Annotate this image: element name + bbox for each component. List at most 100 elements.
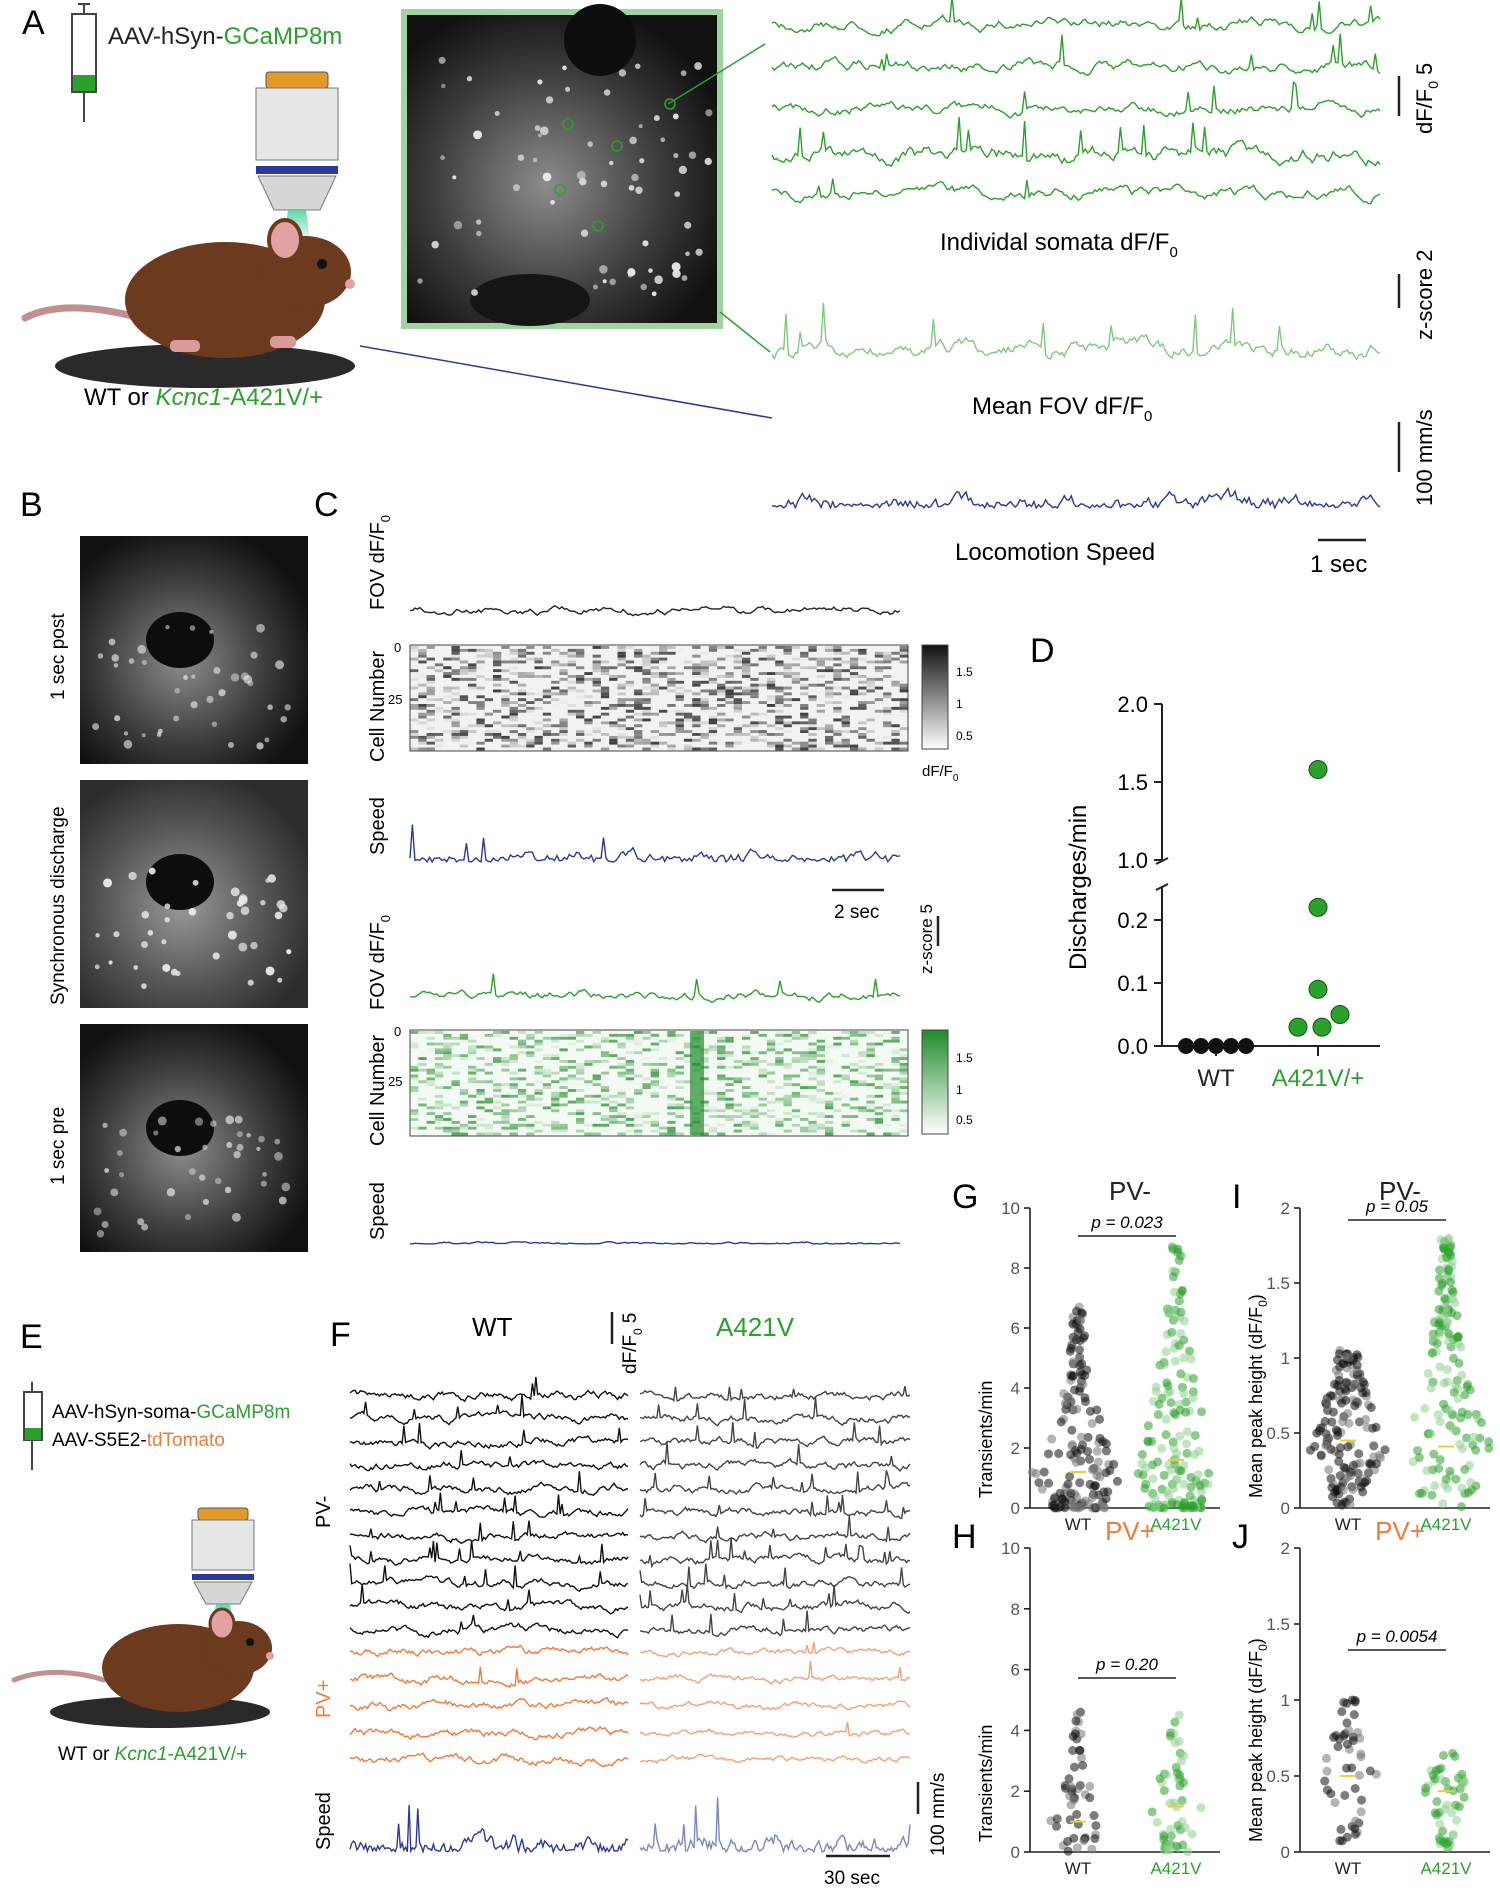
heat-cell bbox=[717, 742, 725, 745]
f-wt-pvplus-trace bbox=[349, 1696, 629, 1712]
heat-cell bbox=[517, 1031, 527, 1034]
heat-cell bbox=[426, 1106, 435, 1110]
heat-cell bbox=[617, 1112, 626, 1116]
panel-j-point bbox=[1340, 1790, 1350, 1800]
panel-i-point bbox=[1327, 1417, 1337, 1427]
heat-cell bbox=[800, 1126, 809, 1130]
cell-dot bbox=[265, 966, 275, 976]
cell-dot bbox=[156, 732, 162, 738]
heat-cell bbox=[476, 704, 485, 707]
heat-cell bbox=[584, 1132, 593, 1136]
heat-cell bbox=[617, 724, 626, 728]
panel-h-pvalue: p = 0.20 bbox=[1095, 1655, 1158, 1674]
panel-i-point bbox=[1410, 1412, 1420, 1422]
heat-cell bbox=[816, 1068, 825, 1072]
heat-cell bbox=[750, 1060, 759, 1063]
heat-cell bbox=[650, 744, 659, 748]
heat-cell bbox=[750, 686, 759, 690]
heat-cell bbox=[642, 712, 651, 716]
heat-cell bbox=[883, 695, 892, 699]
heat-cell bbox=[542, 1068, 552, 1072]
heat-cell bbox=[667, 747, 676, 751]
panel-j-point bbox=[1335, 1836, 1345, 1846]
c-cbar2-tick-2: 1 bbox=[956, 1083, 963, 1097]
panel-i-point bbox=[1362, 1422, 1372, 1432]
heat-cell bbox=[733, 1065, 742, 1069]
heat-cell bbox=[618, 748, 626, 751]
heat-cell bbox=[849, 672, 859, 675]
heat-cell bbox=[891, 1097, 900, 1101]
heat-cell bbox=[816, 1100, 825, 1104]
panel-i-point bbox=[1429, 1333, 1439, 1343]
heat-cell bbox=[493, 663, 502, 667]
heat-cell bbox=[476, 1098, 484, 1101]
heat-cell bbox=[426, 735, 435, 739]
heat-cell bbox=[825, 1115, 834, 1118]
panel-j-point bbox=[1334, 1734, 1344, 1744]
heat-cell bbox=[849, 666, 859, 670]
heat-cell bbox=[874, 677, 884, 681]
heat-cell bbox=[825, 730, 834, 733]
heat-cell bbox=[476, 721, 485, 725]
panel-g-point bbox=[1148, 1474, 1158, 1484]
cell-dot bbox=[230, 673, 240, 682]
heat-cell bbox=[858, 1071, 867, 1075]
heat-cell bbox=[742, 1115, 750, 1118]
heat-cell bbox=[493, 1057, 502, 1060]
heat-cell bbox=[426, 1112, 435, 1116]
heat-cell bbox=[692, 724, 701, 728]
d-point-wt bbox=[1178, 1038, 1194, 1054]
heat-cell bbox=[559, 1068, 568, 1072]
c-speed-label-bottom: Speed bbox=[367, 1182, 389, 1240]
heat-cell bbox=[617, 1033, 626, 1037]
cell-dot bbox=[236, 1131, 243, 1138]
panel-h-point bbox=[1085, 1781, 1095, 1791]
heat-cell bbox=[634, 1089, 643, 1092]
heat-cell bbox=[493, 1089, 502, 1092]
heat-cell bbox=[766, 1109, 776, 1113]
heat-cell bbox=[883, 1068, 892, 1072]
heat-cell bbox=[800, 727, 809, 731]
heat-cell bbox=[883, 1086, 892, 1089]
heat-cell bbox=[601, 719, 609, 722]
heat-cell bbox=[526, 675, 535, 678]
heat-cell bbox=[459, 648, 469, 652]
f-mut-pvminus-trace bbox=[639, 1422, 911, 1450]
heat-cell bbox=[542, 733, 552, 736]
heat-cell bbox=[683, 1123, 693, 1127]
heat-cell bbox=[683, 718, 693, 722]
heat-cell bbox=[517, 1100, 527, 1104]
heat-cell bbox=[501, 1115, 510, 1118]
heat-cell bbox=[600, 672, 610, 675]
heat-cell bbox=[634, 692, 643, 696]
heat-cell bbox=[800, 1051, 809, 1055]
heat-cell bbox=[410, 1074, 419, 1078]
heat-cell bbox=[427, 1048, 435, 1051]
heat-cell bbox=[434, 669, 444, 673]
heat-cell bbox=[534, 738, 543, 742]
heat-cell bbox=[659, 741, 668, 745]
heat-cell bbox=[451, 1083, 460, 1087]
heat-cell bbox=[816, 1089, 825, 1092]
heat-cell bbox=[434, 1100, 444, 1104]
cell-dot bbox=[609, 160, 614, 166]
panel-g-point bbox=[1068, 1357, 1078, 1367]
panel-letter-d: D bbox=[1030, 632, 1055, 670]
heat-cell bbox=[766, 695, 776, 699]
heat-cell bbox=[451, 669, 460, 673]
heat-cell bbox=[758, 1074, 767, 1078]
heat-cell bbox=[900, 1046, 908, 1049]
heat-cell bbox=[683, 1054, 693, 1058]
heat-cell bbox=[866, 1054, 875, 1058]
heat-cell bbox=[410, 730, 419, 733]
heat-cell bbox=[600, 686, 610, 690]
heat-cell bbox=[451, 1054, 460, 1058]
heat-cell bbox=[683, 1106, 693, 1110]
panel-g-point bbox=[1150, 1493, 1160, 1503]
heat-cell bbox=[659, 660, 668, 664]
panel-j-point bbox=[1347, 1763, 1357, 1773]
cell-dot bbox=[104, 1168, 110, 1173]
heat-cell bbox=[484, 1126, 493, 1130]
heat-cell bbox=[866, 1048, 875, 1052]
heat-cell bbox=[825, 1100, 834, 1104]
